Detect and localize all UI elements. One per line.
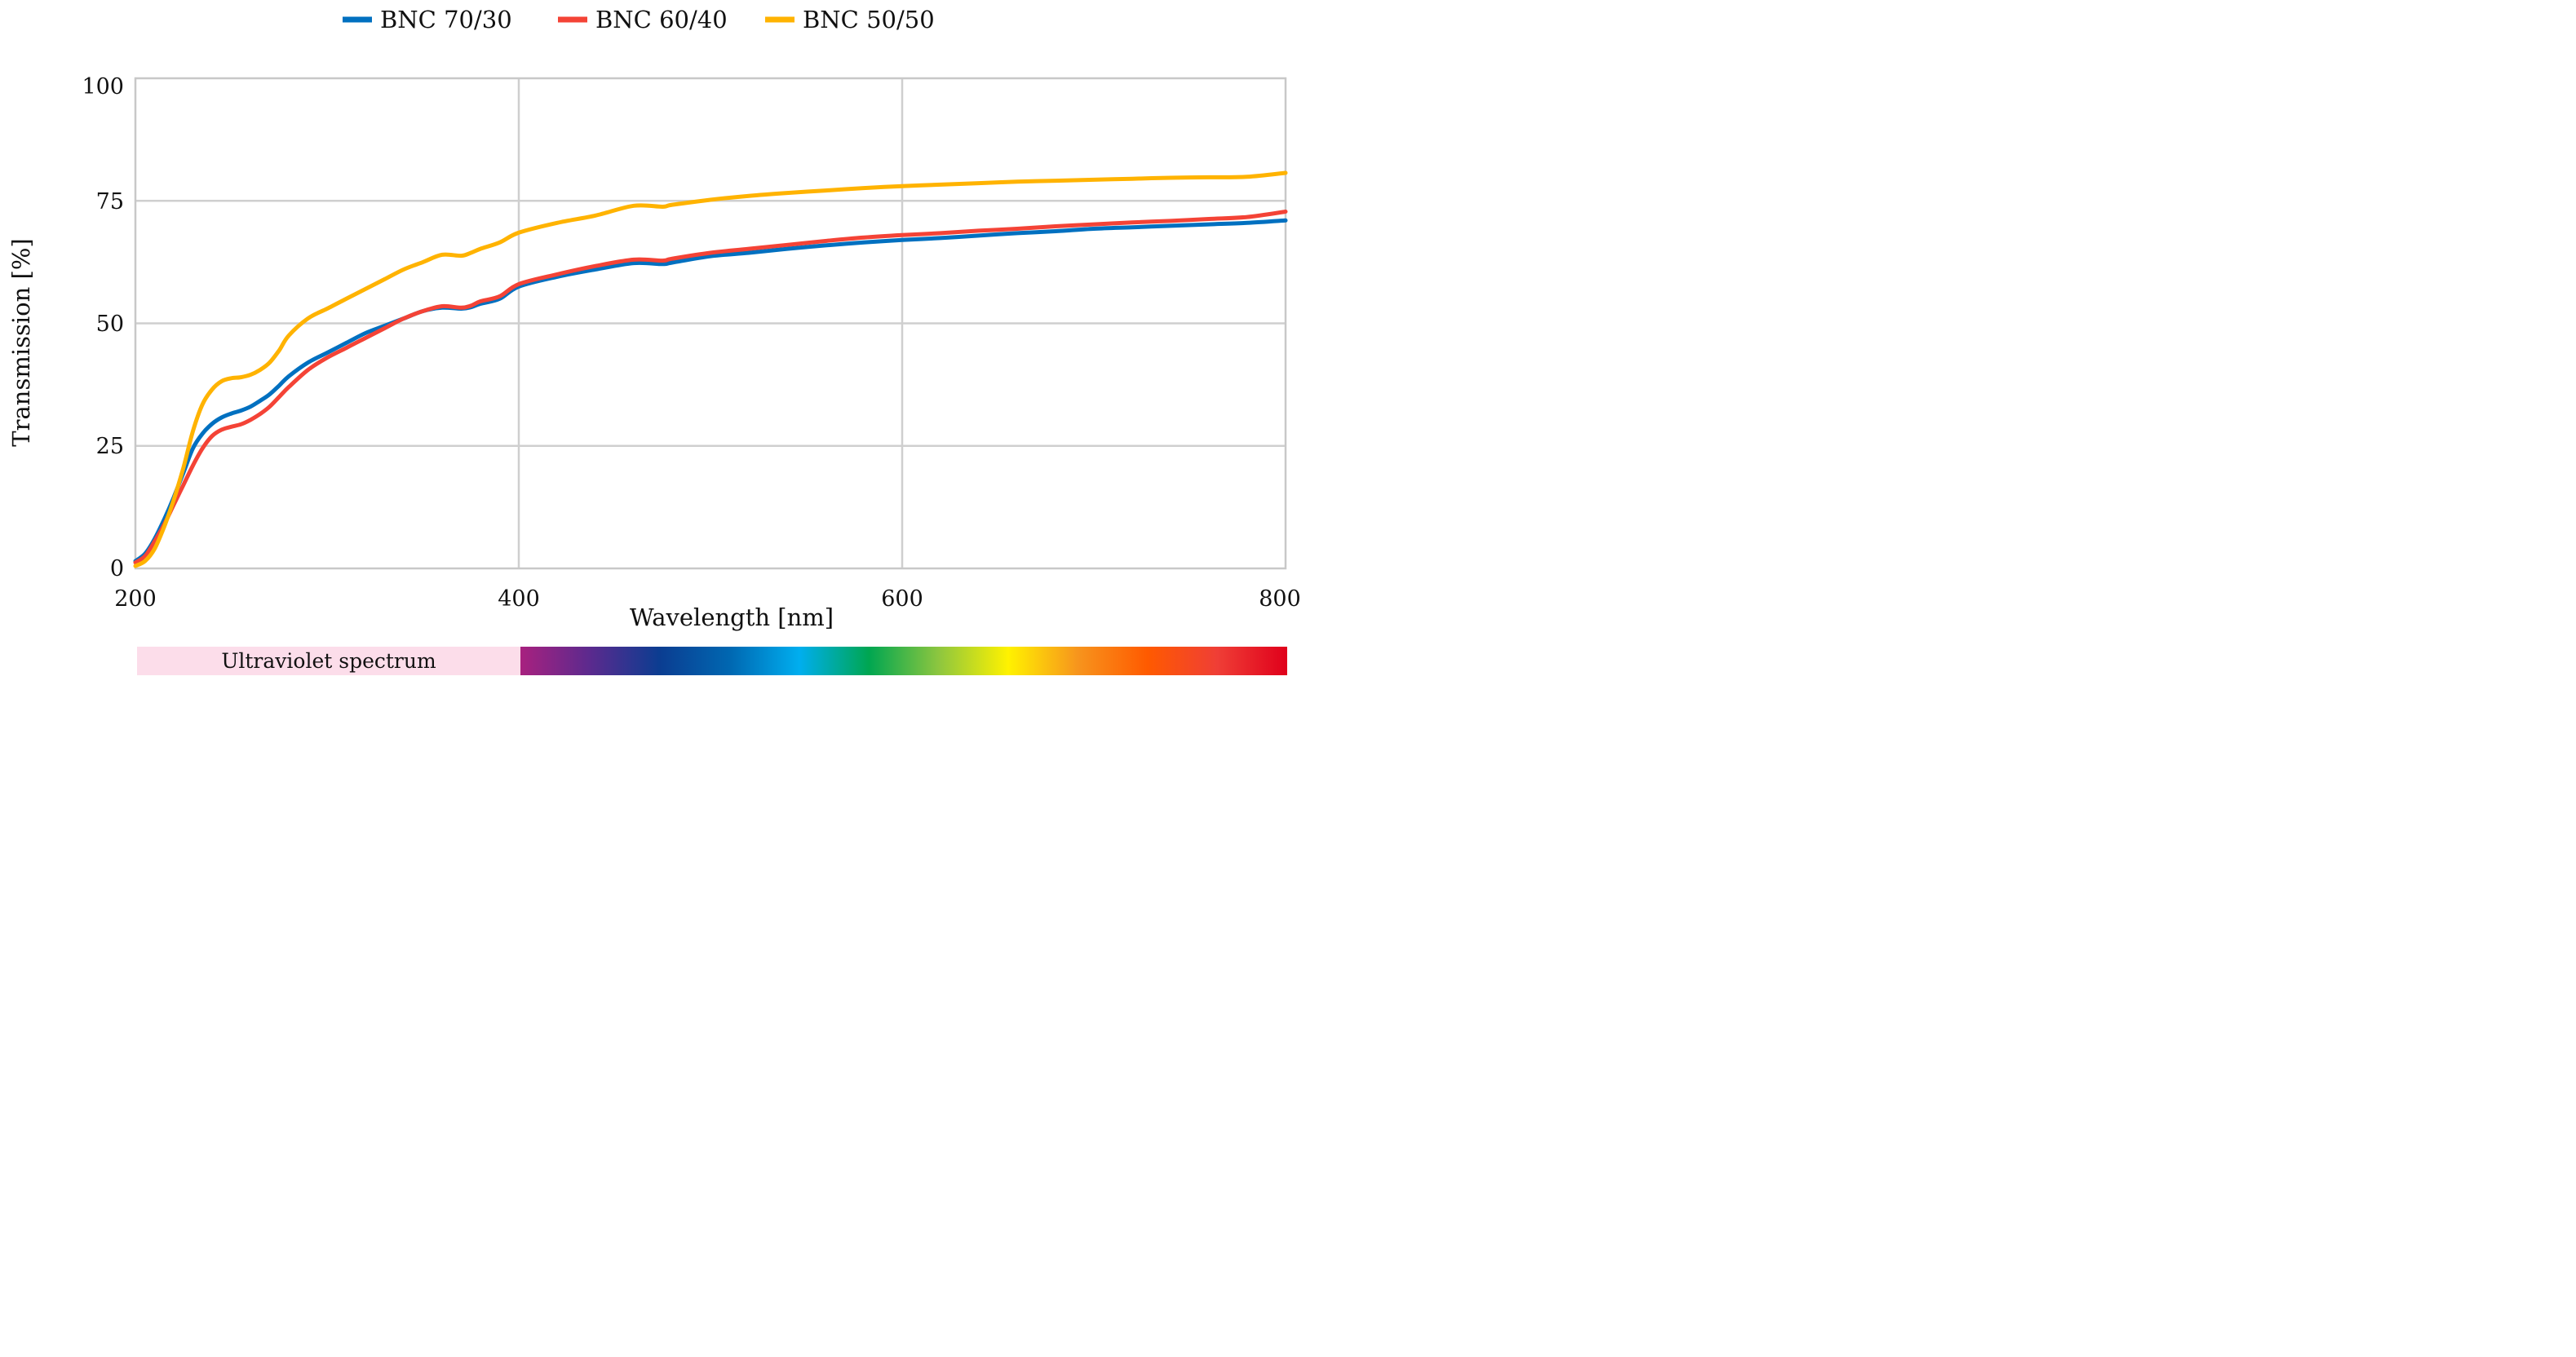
transmission-chart: BNC 70/30 BNC 60/40 BNC 50/50 0 25 50 75… xyxy=(7,6,1301,675)
y-tick-label: 100 xyxy=(82,74,124,99)
y-tick-label: 0 xyxy=(110,556,124,581)
ultraviolet-label: Ultraviolet spectrum xyxy=(221,649,436,673)
visible-spectrum-band xyxy=(520,647,1287,675)
legend-label-bnc-70-30: BNC 70/30 xyxy=(380,6,512,33)
series-line-bnc-70-30 xyxy=(133,218,1288,564)
grid xyxy=(135,78,1286,568)
spectrum-band: Ultraviolet spectrum xyxy=(137,647,1287,675)
series-line-bnc-50-50 xyxy=(133,170,1288,568)
legend: BNC 70/30 BNC 60/40 BNC 50/50 xyxy=(343,6,935,33)
x-tick-label: 200 xyxy=(114,586,157,612)
plot-area xyxy=(134,77,1287,570)
x-tick-label: 400 xyxy=(498,586,540,612)
y-tick-labels: 0 25 50 75 100 xyxy=(82,74,124,581)
legend-item-bnc-70-30: BNC 70/30 xyxy=(343,6,512,33)
series-line-bnc-60-40 xyxy=(133,210,1288,565)
x-tick-label: 800 xyxy=(1259,586,1301,612)
x-tick-label: 600 xyxy=(881,586,923,612)
legend-item-bnc-60-40: BNC 60/40 xyxy=(558,6,728,33)
legend-item-bnc-50-50: BNC 50/50 xyxy=(765,6,935,33)
x-tick-labels: 200 400 600 800 xyxy=(114,586,1301,612)
ultraviolet-band xyxy=(137,647,520,675)
legend-label-bnc-60-40: BNC 60/40 xyxy=(595,6,728,33)
y-tick-label: 25 xyxy=(96,434,124,459)
legend-label-bnc-50-50: BNC 50/50 xyxy=(803,6,935,33)
y-axis-title: Transmission [%] xyxy=(7,238,35,446)
x-axis-title: Wavelength [nm] xyxy=(630,603,834,631)
y-tick-label: 75 xyxy=(96,189,124,214)
series-lines xyxy=(133,170,1288,568)
y-tick-label: 50 xyxy=(96,312,124,337)
